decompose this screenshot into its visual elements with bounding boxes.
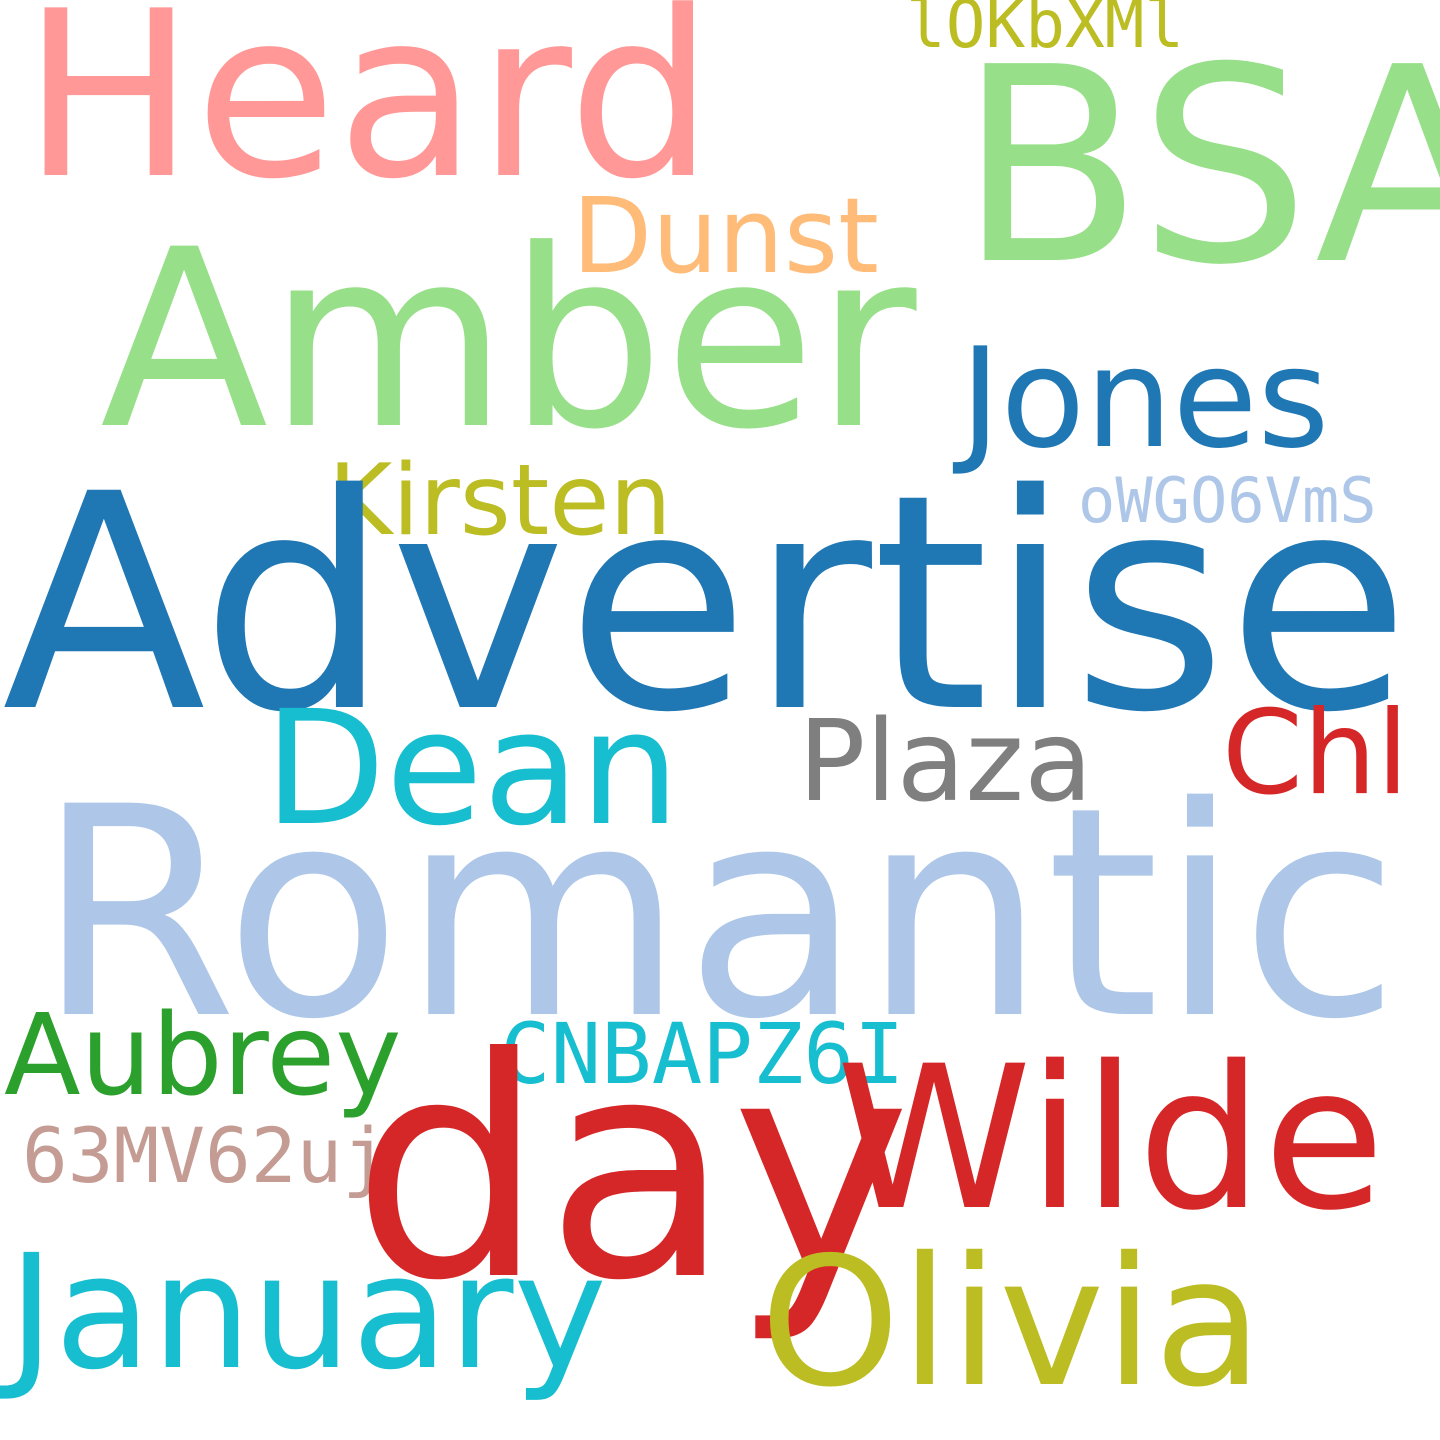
word-bsa: BSA bbox=[958, 9, 1440, 324]
word-heard: Heard bbox=[22, 0, 714, 230]
word-dean: Dean bbox=[264, 677, 680, 861]
word-jones: Jones bbox=[960, 318, 1330, 479]
word-advertise: Advertise bbox=[2, 431, 1411, 778]
word-january: January bbox=[8, 1221, 607, 1405]
word-romantic: Romantic bbox=[36, 746, 1400, 1083]
word-chl: Chl bbox=[1222, 686, 1409, 821]
word-owgo6vms: oWGO6VmS bbox=[1078, 464, 1377, 537]
word-amber: Amber bbox=[100, 198, 917, 484]
word-wilde: Wilde bbox=[836, 1023, 1385, 1254]
word-plaza: Plaza bbox=[798, 697, 1093, 827]
word-63mv62uj: 63MV62uj bbox=[22, 1111, 389, 1200]
word-aubrey: Aubrey bbox=[4, 991, 402, 1121]
word-dunst: Dunst bbox=[572, 175, 879, 297]
word-olivia: Olivia bbox=[760, 1219, 1263, 1426]
word-cnbapz6i: CNBAPZ6I bbox=[500, 1005, 905, 1103]
word-day: day bbox=[352, 993, 912, 1347]
word-kirsten: Kirsten bbox=[328, 444, 672, 558]
word-lokbxml: lOKbXMl bbox=[906, 0, 1185, 63]
